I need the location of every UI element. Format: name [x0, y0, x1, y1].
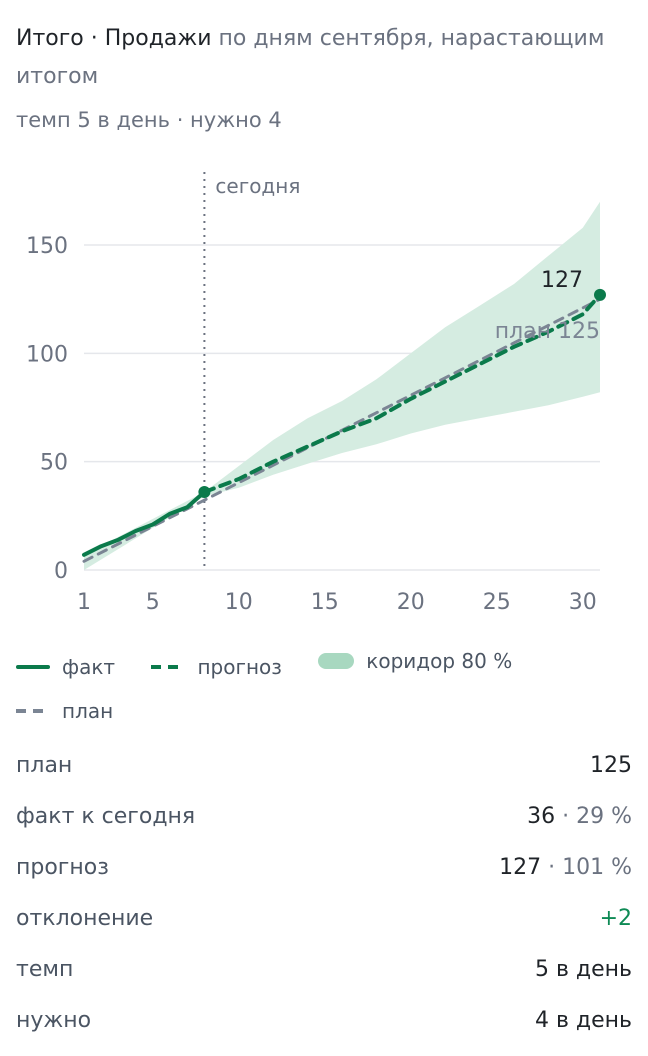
- chart-title: Итого · Продажи по дням сентября, нараст…: [16, 20, 616, 96]
- y-tick-label: 150: [26, 234, 68, 259]
- stat-row-needed: нужно 4 в день: [16, 995, 632, 1046]
- stat-value: +2: [599, 906, 632, 931]
- stat-value: 125: [590, 753, 632, 778]
- stat-row-forecast: прогноз 127 · 101 %: [16, 842, 632, 893]
- stat-value: 127 · 101 %: [499, 855, 632, 880]
- title-strong: Итого · Продажи: [16, 26, 212, 51]
- stats-table: план 125 факт к сегодня 36 · 29 % прогно…: [16, 740, 632, 1046]
- y-tick-label: 100: [26, 342, 68, 367]
- stat-row-fact-today: факт к сегодня 36 · 29 %: [16, 791, 632, 842]
- y-tick-label: 0: [54, 559, 68, 584]
- stat-value: 4 в день: [534, 1008, 632, 1033]
- grey-dashed-swatch-icon: [16, 709, 50, 713]
- x-tick-label: 25: [483, 590, 511, 615]
- solid-line-swatch-icon: [16, 665, 50, 669]
- legend-label-forecast: прогноз: [197, 655, 282, 679]
- stat-row-pace: темп 5 в день: [16, 944, 632, 995]
- legend-label-fact: факт: [62, 655, 116, 679]
- stat-label: план: [16, 753, 73, 778]
- today-label: сегодня: [215, 174, 300, 198]
- stat-number: 127: [499, 855, 542, 880]
- band-swatch-icon: [318, 653, 355, 669]
- stat-label: темп: [16, 957, 74, 982]
- chart-legend: факт прогноз коридор 80 % план: [16, 644, 636, 728]
- stat-value: 36 · 29 %: [527, 804, 632, 829]
- plan-line: [82, 297, 602, 563]
- chart-subtitle: темп 5 в день · нужно 4: [16, 108, 282, 132]
- x-tick-label: 5: [146, 590, 160, 615]
- legend-item-forecast: прогноз: [151, 650, 282, 684]
- confidence-band: [84, 201, 600, 570]
- x-tick-label: 30: [569, 590, 597, 615]
- x-tick-label: 10: [225, 590, 253, 615]
- legend-item-plan: план: [16, 694, 113, 728]
- forecast-end-label: 127: [541, 268, 583, 293]
- legend-label-band: коридор 80 %: [366, 649, 513, 673]
- x-tick-label: 1: [77, 590, 91, 615]
- stat-row-plan: план 125: [16, 740, 632, 791]
- stat-label: отклонение: [16, 906, 154, 931]
- today-point: [198, 486, 211, 498]
- stat-label: факт к сегодня: [16, 804, 196, 829]
- legend-item-band: коридор 80 %: [318, 644, 512, 678]
- x-tick-label: 15: [311, 590, 339, 615]
- fact-line: [82, 490, 207, 557]
- stat-percent: · 29 %: [562, 804, 632, 829]
- forecast-end-point: [594, 288, 606, 301]
- title-rest: по дням сентября, нарастающим итогом: [16, 26, 605, 89]
- forecast-line: [202, 292, 602, 494]
- x-tick-label: 20: [397, 590, 425, 615]
- stat-value: 5 в день: [534, 957, 632, 982]
- stat-number: 36: [527, 804, 556, 829]
- legend-label-plan: план: [62, 699, 114, 723]
- stat-label: нужно: [16, 1008, 92, 1033]
- stat-label: прогноз: [16, 855, 109, 880]
- plan-end-label: план 125: [495, 319, 600, 344]
- stat-percent: · 101 %: [548, 855, 632, 880]
- legend-item-fact: факт: [16, 650, 115, 684]
- stat-row-deviation: отклонение +2: [16, 893, 632, 944]
- dashed-line-swatch-icon: [151, 665, 186, 669]
- y-tick-label: 50: [40, 451, 68, 476]
